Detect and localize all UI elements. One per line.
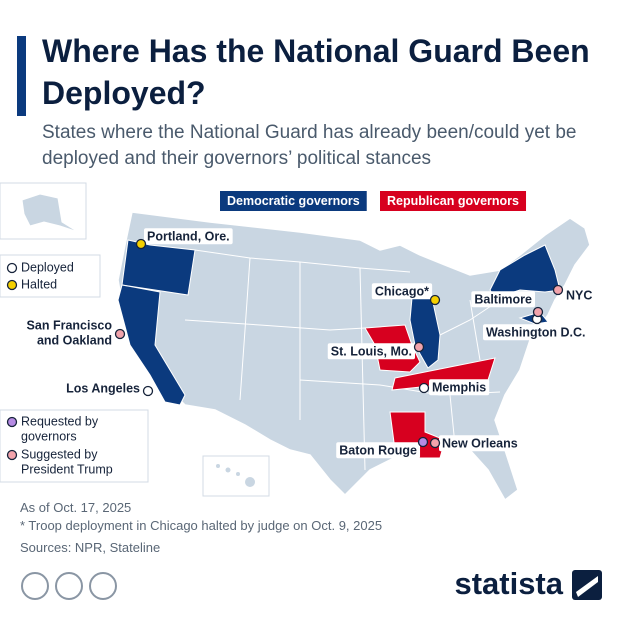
city-name: NYC [566,288,592,302]
city-label-bg [63,380,144,397]
hawaii-box [202,455,270,497]
city-name: New Orleans [442,436,518,450]
city-name: Baton Rouge [339,443,417,457]
status-dot [6,416,18,428]
city-label-bg [327,343,415,360]
status-legend-box [0,254,101,298]
city-label: New Orleans [439,435,521,452]
city-label: Los Angeles [63,380,144,397]
city-dot [413,341,425,353]
brand: statista [454,566,563,601]
hawaii [216,464,255,487]
city-dot [417,436,429,448]
city-label-bg [471,291,536,308]
status-dot [6,262,18,274]
note: * Troop deployment in Chicago halted by … [20,518,383,533]
city-dot [532,306,544,318]
status-label: Deployed [21,260,74,274]
title: Where Has the National Guard Been Deploy… [42,33,590,111]
city-label-bg [563,287,596,304]
status-dot [6,279,18,291]
city-name: Baltimore [474,292,532,306]
status-label: Suggested by [21,447,98,461]
city-name: Portland, Ore. [147,229,230,243]
status-label: Halted [21,277,57,291]
note: As of Oct. 17, 2025 [20,500,132,515]
city-label-bg [429,379,490,396]
city-dot [114,328,126,340]
city-label: Baton Rouge [336,442,421,459]
city-name: Washington D.C. [486,325,586,339]
city-name: and Oakland [37,333,112,347]
party-legend-item: Democratic governors [220,191,367,211]
party-legend-item: Republican governors [380,191,527,211]
note: Sources: NPR, Stateline [20,540,161,555]
city-dot [418,382,430,394]
city-label: NYC [563,287,596,304]
status-dot [6,449,18,461]
city-name: Memphis [432,380,486,394]
city-label: Portland, Ore. [144,228,233,245]
city-label-bg [336,442,421,459]
city-dot [429,437,441,449]
city-dot [135,238,147,250]
city-dot [429,294,441,306]
status-label: President Trump [21,462,113,476]
city-label-bg [144,228,233,245]
city-dot [552,284,564,296]
status-label: Requested by [21,414,99,428]
city-label: Washington D.C. [483,324,589,341]
party-label: Republican governors [387,194,519,208]
license-icons [21,572,117,600]
city-label-bg [483,324,589,341]
party-swatch [220,191,367,211]
party-swatch [380,191,527,211]
city-label-bg [439,435,521,452]
city-label-bg [371,283,433,300]
city-label: Baltimore [471,291,536,308]
city-label: Chicago* [371,283,433,300]
city-dot [142,385,154,397]
city-name: St. Louis, Mo. [331,344,412,358]
democratic-states [117,239,561,406]
title-bar [17,36,26,116]
california [117,284,186,406]
alaska [21,193,79,233]
city-label: St. Louis, Mo. [327,343,415,360]
city-name: Los Angeles [66,381,140,395]
status-label: governors [21,429,77,443]
city-name: San Francisco [27,318,113,332]
brand-icon-mark [576,576,598,597]
city-label-bg [23,317,116,349]
city-name: Chicago* [375,284,429,298]
subtitle: States where the National Guard has alre… [42,122,577,169]
party-label: Democratic governors [227,194,360,208]
city-label: Memphis [429,379,490,396]
status-legend-box [0,409,149,483]
